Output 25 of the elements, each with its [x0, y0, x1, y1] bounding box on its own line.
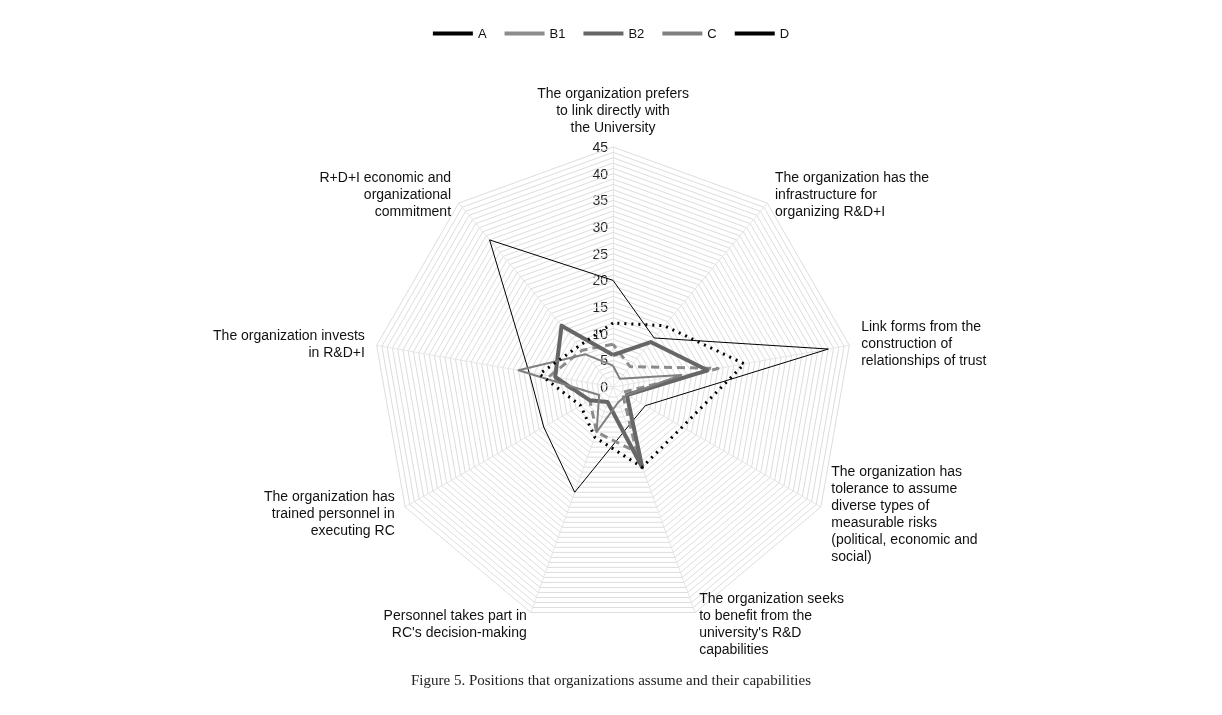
- y-tick-label: 40: [592, 165, 609, 182]
- legend-label: C: [707, 26, 717, 41]
- y-tick-label: 45: [592, 139, 609, 155]
- spoke-label: The organization has the infrastructure for organizing R&D+I: [774, 168, 930, 219]
- legend-label: B2: [628, 26, 645, 41]
- y-tick-label: 25: [592, 245, 609, 262]
- spoke-label: Personnel takes part in RC's decision-making: [383, 607, 527, 641]
- y-tick-label: 10: [592, 325, 609, 342]
- spoke-label: The organization prefers to link directly with the University: [537, 84, 689, 135]
- y-tick-label: 20: [592, 272, 609, 289]
- spoke-label: Link forms from the construction of relationships of trust: [861, 318, 987, 369]
- legend-label: D: [779, 26, 790, 41]
- spoke-label: The organization has tolerance to assume diverse types of measurable risks (political, economic and social): [831, 462, 978, 564]
- caption: Figure 5. Positions that organizations assume and their capabilities: [410, 671, 812, 688]
- spoke-label: R+D+I economic and organizational commitment: [319, 168, 452, 219]
- spoke-label: The organization has trained personnel in executing RC: [264, 488, 395, 538]
- spoke-label: The organization seeks to benefit from the university's R&D capabilities: [699, 590, 844, 658]
- legend-label: B1: [549, 26, 566, 41]
- y-tick-label: 0: [600, 379, 609, 395]
- y-tick-label: 15: [592, 299, 609, 315]
- legend-label: A: [477, 26, 487, 41]
- y-tick-label: 35: [592, 192, 609, 209]
- y-tick-label: 5: [600, 352, 609, 369]
- y-tick-label: 30: [592, 219, 609, 235]
- spoke-label: The organization invests in R&D+I: [213, 326, 365, 360]
